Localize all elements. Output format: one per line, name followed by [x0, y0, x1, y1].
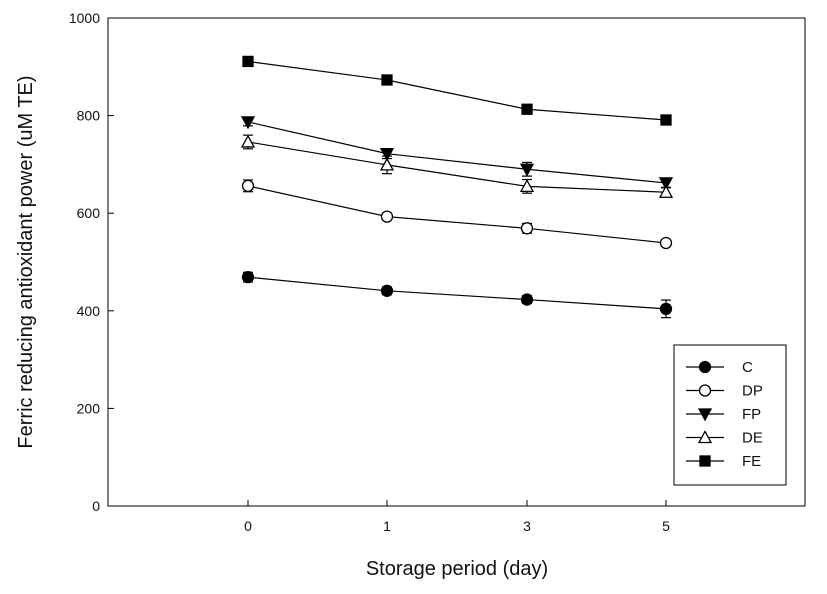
- y-tick-label: 600: [77, 205, 101, 221]
- data-point: [660, 114, 672, 126]
- x-tick-label: 3: [523, 518, 531, 534]
- data-point: [521, 103, 533, 115]
- legend-label: FE: [742, 453, 761, 470]
- data-point: [519, 163, 535, 177]
- data-point: [659, 236, 673, 250]
- legend-marker: [698, 384, 712, 397]
- data-point: [381, 74, 393, 86]
- legend-item-fe: FE: [686, 453, 761, 470]
- legend-label: DE: [742, 430, 763, 447]
- series-line: [247, 121, 667, 184]
- data-point: [240, 134, 256, 148]
- series-line: [247, 60, 667, 121]
- data-point: [242, 55, 254, 68]
- series-fp: [240, 116, 674, 191]
- legend-label: FP: [742, 406, 761, 423]
- y-tick-label: 800: [77, 108, 101, 124]
- data-point: [658, 177, 674, 191]
- data-point: [658, 184, 674, 198]
- legend-marker: [699, 455, 711, 467]
- y-axis: 0 200 400 600 800 1000: [69, 10, 114, 514]
- x-axis: 0 1 3 5: [244, 500, 670, 534]
- series-de: [240, 134, 674, 198]
- series-fe: [242, 55, 672, 126]
- legend-item-fp: FP: [686, 406, 761, 423]
- series-line: [247, 276, 667, 310]
- y-tick-label: 200: [77, 400, 101, 416]
- plot-frame: [107, 17, 806, 507]
- series-layer: [240, 55, 674, 319]
- legend-marker: [697, 408, 713, 422]
- y-axis-title: Ferric reducing antioxidant power (uM TE…: [15, 75, 37, 448]
- x-tick-label: 0: [244, 518, 252, 534]
- data-point: [379, 148, 395, 162]
- data-point: [241, 270, 255, 284]
- legend-item-dp: DP: [686, 383, 763, 400]
- data-point: [659, 302, 673, 315]
- y-tick-label: 1000: [69, 10, 100, 26]
- series-line: [247, 141, 667, 193]
- data-point: [241, 179, 255, 193]
- y-tick-label: 400: [77, 303, 101, 319]
- data-point: [380, 210, 394, 223]
- data-point: [519, 179, 535, 193]
- legend-item-c: C: [686, 359, 753, 376]
- data-point: [379, 157, 395, 171]
- legend-marker: [698, 360, 712, 374]
- series-dp: [241, 179, 673, 250]
- data-point: [520, 293, 534, 306]
- series-line: [247, 185, 667, 244]
- legend-label: C: [742, 359, 753, 376]
- data-point: [240, 116, 256, 130]
- legend-box: [673, 344, 787, 486]
- y-tick-label: 0: [92, 498, 100, 514]
- x-tick-label: 5: [662, 518, 670, 534]
- legend-item-de: DE: [686, 430, 763, 447]
- series-c: [241, 270, 673, 319]
- legend-label: DP: [742, 383, 763, 400]
- data-point: [520, 222, 534, 235]
- legend: C DP FP DE FE: [673, 344, 787, 486]
- data-point: [380, 284, 394, 297]
- legend-marker: [697, 430, 713, 444]
- x-axis-title: Storage period (day): [366, 558, 548, 580]
- x-tick-label: 1: [383, 518, 391, 534]
